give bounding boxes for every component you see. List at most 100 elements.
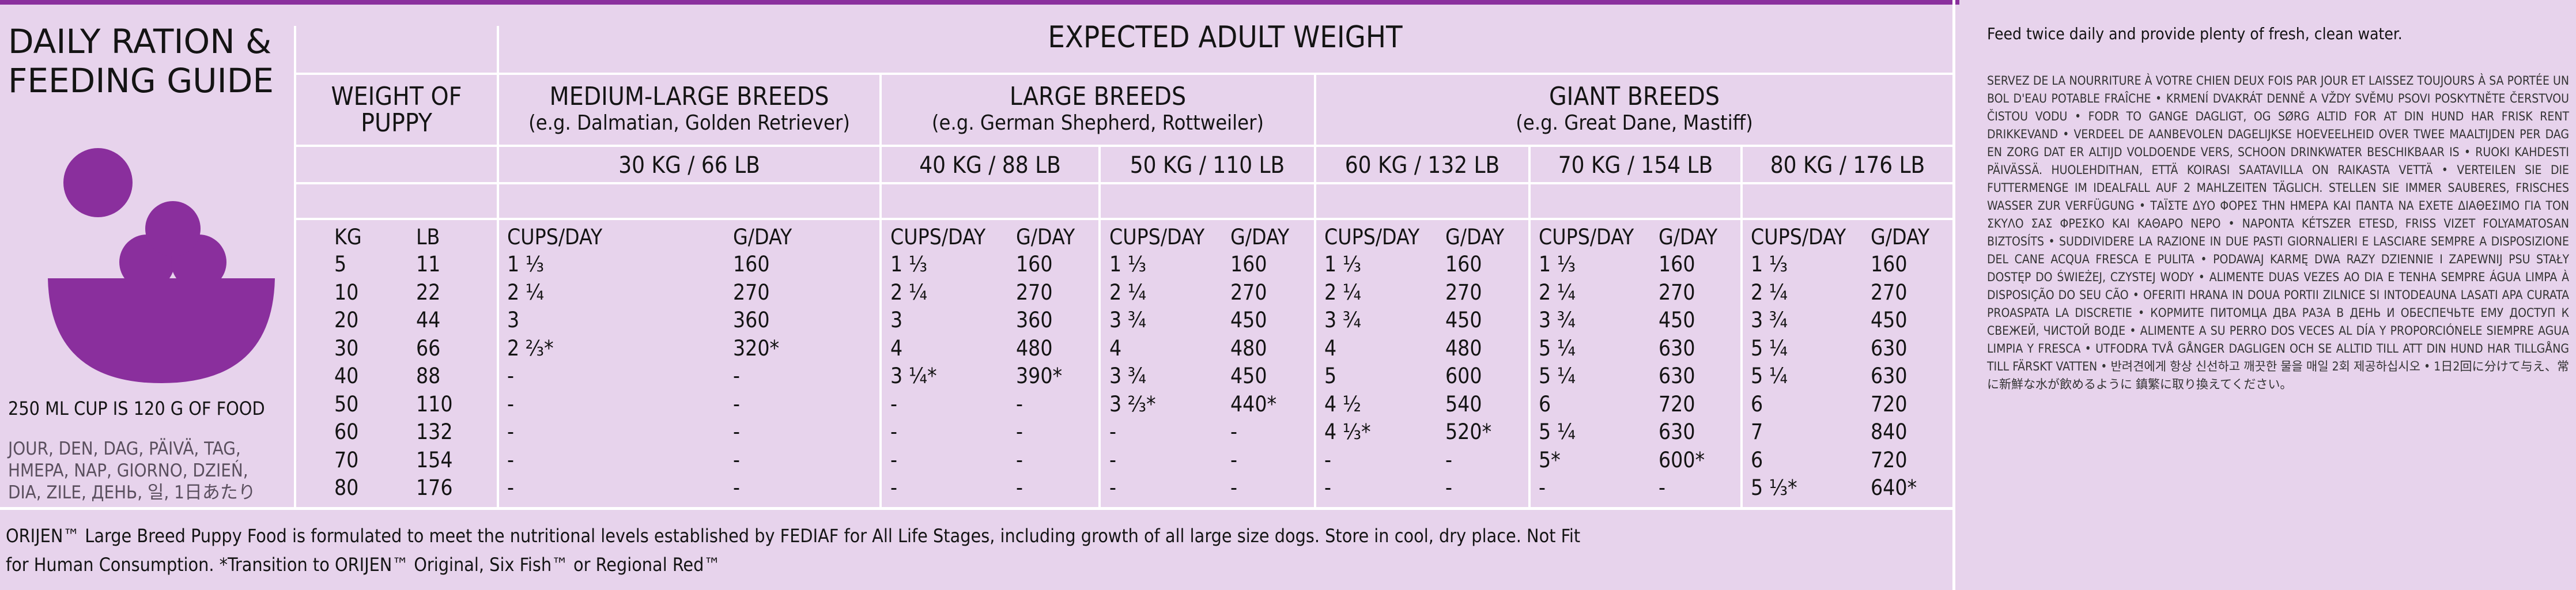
per-day-line-2: HMEPA, NAP, GIORNO, DZIEŃ,: [8, 460, 248, 481]
per-day-line-1: JOUR, DEN, DAG, PÄIVÄ, TAG,: [8, 438, 241, 459]
cups-per-day-value: -: [890, 448, 898, 472]
grams-per-day-value: 480: [1445, 336, 1482, 361]
feeding-translations: SERVEZ DE LA NOURRITURE À VOTRE CHIEN DE…: [1987, 74, 2569, 391]
grams-per-day-header: G/DAY: [1445, 225, 1505, 249]
cups-per-day-value: 1 ⅓: [890, 252, 928, 277]
puppy-weight-kg: 60: [334, 419, 359, 444]
adult-weight-40kg: 40 KG / 88 LB: [919, 152, 1061, 179]
cups-per-day-header: CUPS/DAY: [1751, 225, 1846, 249]
feed-instruction: Feed twice daily and provide plenty of f…: [1987, 24, 2403, 43]
cups-per-day-value: 5 ¼: [1751, 336, 1788, 361]
grams-per-day-value: -: [1230, 448, 1238, 472]
grams-per-day-value: 450: [1230, 364, 1267, 388]
cups-per-day-value: 5 ¼: [1751, 364, 1788, 388]
cups-per-day-value: 5 ¼: [1539, 419, 1576, 444]
cups-per-day-header: CUPS/DAY: [1539, 225, 1634, 249]
cups-per-day-value: 3 ¾: [1109, 308, 1147, 332]
puppy-weight-lb: 88: [416, 364, 441, 388]
cups-per-day-value: 2 ¼: [1109, 280, 1147, 305]
cups-per-day-value: 3 ¼*: [890, 364, 937, 388]
cups-per-day-value: 5 ⅓*: [1751, 475, 1797, 500]
cups-per-day-value: 3: [890, 308, 903, 332]
puppy-weight-kg: 70: [334, 448, 359, 472]
cups-per-day-value: -: [507, 392, 515, 417]
expected-weight-title: EXPECTED ADULT WEIGHT: [1048, 20, 1403, 55]
footnote-line-2: for Human Consumption. *Transition to OR…: [6, 554, 721, 576]
food-bowl-icon: [48, 148, 275, 383]
grams-per-day-value: 600*: [1659, 448, 1705, 472]
grams-per-day-value: 360: [733, 308, 770, 332]
grams-per-day-value: 450: [1445, 308, 1482, 332]
footnote: ORIJEN™ Large Breed Puppy Food is formul…: [6, 521, 1580, 579]
cups-per-day-value: -: [1324, 448, 1332, 472]
cups-per-day-value: 4: [1324, 336, 1337, 361]
grams-per-day-value: -: [1445, 448, 1453, 472]
puppy-weight-lb: 44: [416, 308, 441, 332]
puppy-weight-lb: 132: [416, 419, 453, 444]
grams-per-day-value: 270: [1871, 280, 1908, 305]
cups-per-day-value: 2 ¼: [1539, 280, 1576, 305]
grams-per-day-value: -: [733, 364, 741, 388]
cups-per-day-value: 5*: [1539, 448, 1561, 472]
grams-per-day-header: G/DAY: [1230, 225, 1290, 249]
cups-per-day-value: 2 ¼: [890, 280, 928, 305]
grams-per-day-value: 720: [1871, 448, 1908, 472]
cups-per-day-value: 3 ¾: [1324, 308, 1362, 332]
cups-per-day-value: -: [1324, 475, 1332, 500]
cups-per-day-header: CUPS/DAY: [507, 225, 603, 249]
puppy-weight-kg: 30: [334, 336, 359, 361]
grams-per-day-value: 160: [1445, 252, 1482, 277]
cups-per-day-value: 2 ¼: [1751, 280, 1788, 305]
grams-per-day-value: 270: [733, 280, 770, 305]
grams-per-day-header: G/DAY: [1871, 225, 1930, 249]
cups-per-day-value: -: [1539, 475, 1546, 500]
grams-per-day-value: 630: [1659, 336, 1695, 361]
per-day-line-3: DIA, ZILE, ДЕНЬ, 일, 1日あたり: [8, 482, 256, 503]
cups-per-day-value: 2 ⅔*: [507, 336, 554, 361]
grams-per-day-value: 440*: [1230, 392, 1277, 417]
cups-per-day-value: 4 ½: [1324, 392, 1362, 417]
grams-per-day-header: G/DAY: [1659, 225, 1718, 249]
grams-per-day-value: 270: [1230, 280, 1267, 305]
cups-per-day-value: 5: [1324, 364, 1337, 388]
puppy-weight-kg: 40: [334, 364, 359, 388]
puppy-weight-lb: 110: [416, 392, 453, 417]
grams-per-day-value: -: [1016, 419, 1023, 444]
grams-per-day-value: 520*: [1445, 419, 1492, 444]
unit-header-lb: LB: [416, 225, 440, 249]
puppy-weight-kg: 20: [334, 308, 359, 332]
grams-per-day-value: 720: [1871, 392, 1908, 417]
grams-per-day-value: 600: [1445, 364, 1482, 388]
cups-per-day-header: CUPS/DAY: [1109, 225, 1205, 249]
cups-per-day-value: 3 ¾: [1539, 308, 1576, 332]
cups-per-day-value: 1 ⅓: [1751, 252, 1788, 277]
breed-group-examples: (e.g. Great Dane, Mastiff): [1516, 111, 1753, 135]
cups-per-day-value: 5 ¼: [1539, 364, 1576, 388]
grams-per-day-value: 270: [1016, 280, 1053, 305]
adult-weight-80kg: 80 KG / 176 LB: [1770, 152, 1925, 179]
grams-per-day-value: 450: [1871, 308, 1908, 332]
cups-per-day-value: -: [507, 475, 515, 500]
grams-per-day-value: 480: [1230, 336, 1267, 361]
grams-per-day-value: -: [1016, 475, 1023, 500]
cups-per-day-value: 1 ⅓: [1324, 252, 1362, 277]
guide-title-line-2: FEEDING GUIDE: [8, 61, 274, 100]
puppy-weight-lb: 22: [416, 280, 441, 305]
cups-per-day-value: 1 ⅓: [1539, 252, 1576, 277]
cups-per-day-value: 4: [1109, 336, 1122, 361]
cups-per-day-value: -: [507, 419, 515, 444]
footnote-line-1: ORIJEN™ Large Breed Puppy Food is formul…: [6, 525, 1581, 547]
cups-per-day-value: -: [890, 419, 898, 444]
grams-per-day-header: G/DAY: [733, 225, 792, 249]
adult-weight-30kg: 30 KG / 66 LB: [618, 152, 760, 179]
puppy-weight-kg: 80: [334, 475, 359, 500]
cups-per-day-value: 1 ⅓: [507, 252, 545, 277]
grams-per-day-value: -: [1016, 448, 1023, 472]
cups-per-day-header: CUPS/DAY: [890, 225, 986, 249]
puppy-weight-lb: 11: [416, 252, 441, 277]
cups-per-day-value: 5 ¼: [1539, 336, 1576, 361]
per-day-translations: JOUR, DEN, DAG, PÄIVÄ, TAG, HMEPA, NAP, …: [8, 438, 256, 504]
puppy-weight-lb: 176: [416, 475, 453, 500]
grams-per-day-value: -: [1230, 419, 1238, 444]
cups-per-day-value: 6: [1751, 392, 1763, 417]
